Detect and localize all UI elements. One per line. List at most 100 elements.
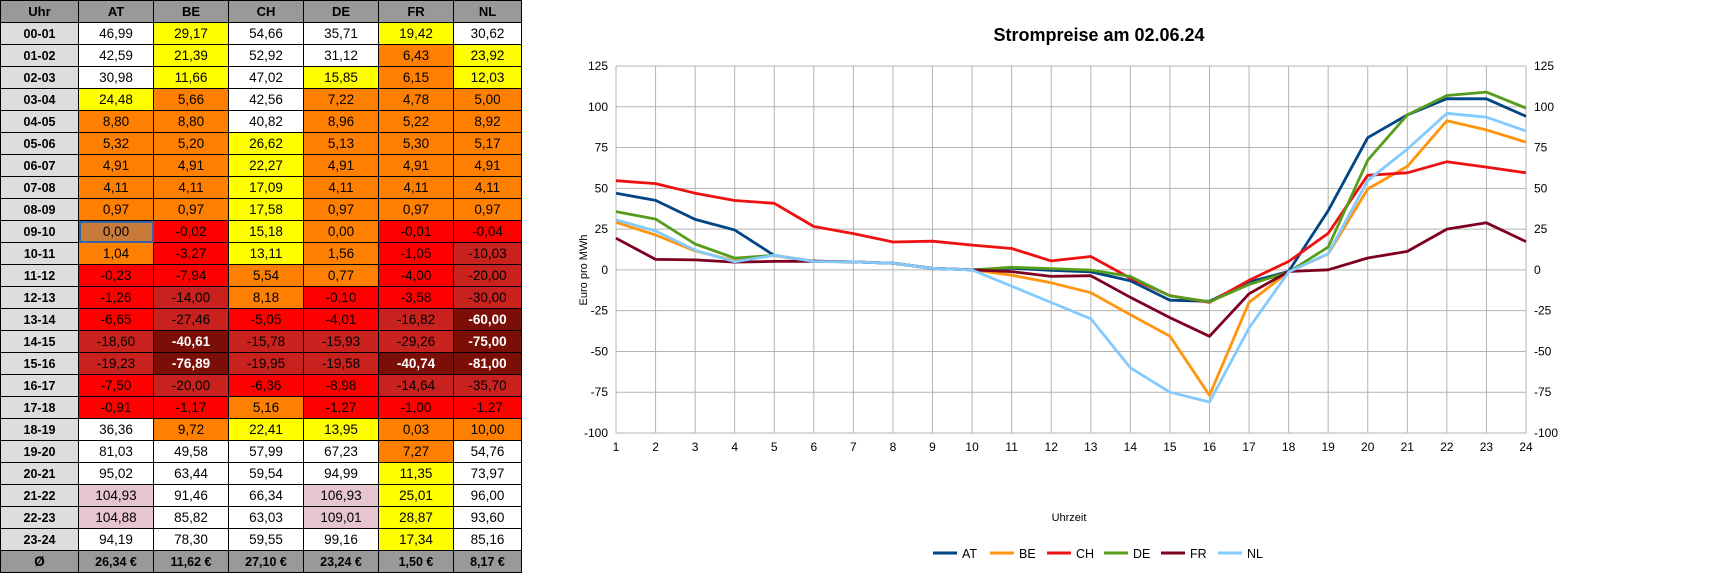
price-cell-ch[interactable]: 59,54 (228, 462, 304, 485)
column-header-at[interactable]: AT (78, 0, 154, 23)
price-cell-de[interactable]: 0,97 (303, 198, 379, 221)
price-cell-fr[interactable]: 25,01 (378, 484, 454, 507)
price-cell-nl[interactable]: -30,00 (453, 286, 522, 309)
price-cell-de[interactable]: 13,95 (303, 418, 379, 441)
price-cell-de[interactable]: -4,01 (303, 308, 379, 331)
hour-cell[interactable]: 22-23 (0, 506, 79, 529)
price-cell-ch[interactable]: 15,18 (228, 220, 304, 243)
price-cell-be[interactable]: 4,11 (153, 176, 229, 199)
price-cell-fr[interactable]: 0,03 (378, 418, 454, 441)
price-cell-ch[interactable]: 17,58 (228, 198, 304, 221)
price-cell-fr[interactable]: -1,00 (378, 396, 454, 419)
price-cell-fr[interactable]: 4,91 (378, 154, 454, 177)
hour-cell[interactable]: 14-15 (0, 330, 79, 353)
price-cell-de[interactable]: 15,85 (303, 66, 379, 89)
price-cell-nl[interactable]: 54,76 (453, 440, 522, 463)
price-cell-be[interactable]: -76,89 (153, 352, 229, 375)
hour-cell[interactable]: 04-05 (0, 110, 79, 133)
average-cell[interactable]: 1,50 € (378, 550, 454, 573)
price-cell-de[interactable]: -1,27 (303, 396, 379, 419)
price-cell-ch[interactable]: 52,92 (228, 44, 304, 67)
price-cell-nl[interactable]: 10,00 (453, 418, 522, 441)
price-cell-de[interactable]: 35,71 (303, 22, 379, 45)
price-cell-nl[interactable]: 85,16 (453, 528, 522, 551)
price-cell-de[interactable]: 0,77 (303, 264, 379, 287)
price-cell-fr[interactable]: -3,58 (378, 286, 454, 309)
price-cell-ch[interactable]: -15,78 (228, 330, 304, 353)
price-cell-ch[interactable]: 66,34 (228, 484, 304, 507)
price-cell-nl[interactable]: -0,04 (453, 220, 522, 243)
price-cell-at[interactable]: 104,93 (78, 484, 154, 507)
price-cell-be[interactable]: 29,17 (153, 22, 229, 45)
price-cell-at[interactable]: -19,23 (78, 352, 154, 375)
hour-cell[interactable]: 16-17 (0, 374, 79, 397)
hour-cell[interactable]: 08-09 (0, 198, 79, 221)
price-cell-fr[interactable]: 6,15 (378, 66, 454, 89)
price-cell-ch[interactable]: -19,95 (228, 352, 304, 375)
price-cell-de[interactable]: 4,91 (303, 154, 379, 177)
price-cell-nl[interactable]: 0,97 (453, 198, 522, 221)
hour-cell[interactable]: 06-07 (0, 154, 79, 177)
price-cell-de[interactable]: 94,99 (303, 462, 379, 485)
price-cell-de[interactable]: 109,01 (303, 506, 379, 529)
average-cell[interactable]: 26,34 € (78, 550, 154, 573)
price-cell-at[interactable]: -0,91 (78, 396, 154, 419)
hour-cell[interactable]: 20-21 (0, 462, 79, 485)
price-cell-nl[interactable]: 4,11 (453, 176, 522, 199)
average-cell[interactable]: 23,24 € (303, 550, 379, 573)
price-cell-fr[interactable]: 5,30 (378, 132, 454, 155)
price-cell-be[interactable]: -27,46 (153, 308, 229, 331)
price-cell-nl[interactable]: 96,00 (453, 484, 522, 507)
price-cell-ch[interactable]: 47,02 (228, 66, 304, 89)
price-cell-ch[interactable]: 13,11 (228, 242, 304, 265)
hour-cell[interactable]: 05-06 (0, 132, 79, 155)
price-cell-nl[interactable]: 8,92 (453, 110, 522, 133)
hour-cell[interactable]: 19-20 (0, 440, 79, 463)
price-cell-be[interactable]: 8,80 (153, 110, 229, 133)
price-cell-ch[interactable]: -5,05 (228, 308, 304, 331)
price-cell-fr[interactable]: 11,35 (378, 462, 454, 485)
price-cell-be[interactable]: -14,00 (153, 286, 229, 309)
price-cell-fr[interactable]: 17,34 (378, 528, 454, 551)
price-cell-fr[interactable]: -40,74 (378, 352, 454, 375)
price-cell-at[interactable]: 81,03 (78, 440, 154, 463)
column-header-ch[interactable]: CH (228, 0, 304, 23)
price-cell-at[interactable]: 94,19 (78, 528, 154, 551)
price-cell-be[interactable]: 9,72 (153, 418, 229, 441)
price-cell-ch[interactable]: 5,16 (228, 396, 304, 419)
column-header-nl[interactable]: NL (453, 0, 522, 23)
price-cell-at[interactable]: 0,97 (78, 198, 154, 221)
price-cell-de[interactable]: -8,98 (303, 374, 379, 397)
price-cell-at[interactable]: 104,88 (78, 506, 154, 529)
price-cell-de[interactable]: 106,93 (303, 484, 379, 507)
average-cell[interactable]: 11,62 € (153, 550, 229, 573)
hour-cell[interactable]: 00-01 (0, 22, 79, 45)
hour-cell[interactable]: 01-02 (0, 44, 79, 67)
price-cell-ch[interactable]: 42,56 (228, 88, 304, 111)
price-cell-be[interactable]: 78,30 (153, 528, 229, 551)
price-cell-ch[interactable]: 40,82 (228, 110, 304, 133)
price-cell-ch[interactable]: 22,27 (228, 154, 304, 177)
price-cell-de[interactable]: 7,22 (303, 88, 379, 111)
hour-cell[interactable]: 23-24 (0, 528, 79, 551)
price-cell-nl[interactable]: -20,00 (453, 264, 522, 287)
price-cell-be[interactable]: 49,58 (153, 440, 229, 463)
hour-cell[interactable]: 11-12 (0, 264, 79, 287)
price-cell-at[interactable]: 30,98 (78, 66, 154, 89)
price-cell-at[interactable]: -6,65 (78, 308, 154, 331)
price-cell-at[interactable]: 4,11 (78, 176, 154, 199)
hour-cell[interactable]: 13-14 (0, 308, 79, 331)
price-cell-fr[interactable]: -16,82 (378, 308, 454, 331)
price-cell-fr[interactable]: 6,43 (378, 44, 454, 67)
price-cell-nl[interactable]: 73,97 (453, 462, 522, 485)
price-cell-ch[interactable]: 22,41 (228, 418, 304, 441)
price-cell-nl[interactable]: 23,92 (453, 44, 522, 67)
price-cell-be[interactable]: 91,46 (153, 484, 229, 507)
price-cell-at[interactable]: -1,26 (78, 286, 154, 309)
price-cell-fr[interactable]: 28,87 (378, 506, 454, 529)
price-cell-at[interactable]: 0,00 (78, 220, 154, 243)
price-cell-fr[interactable]: 4,78 (378, 88, 454, 111)
price-cell-be[interactable]: 5,20 (153, 132, 229, 155)
price-cell-nl[interactable]: 5,00 (453, 88, 522, 111)
price-cell-de[interactable]: -19,58 (303, 352, 379, 375)
